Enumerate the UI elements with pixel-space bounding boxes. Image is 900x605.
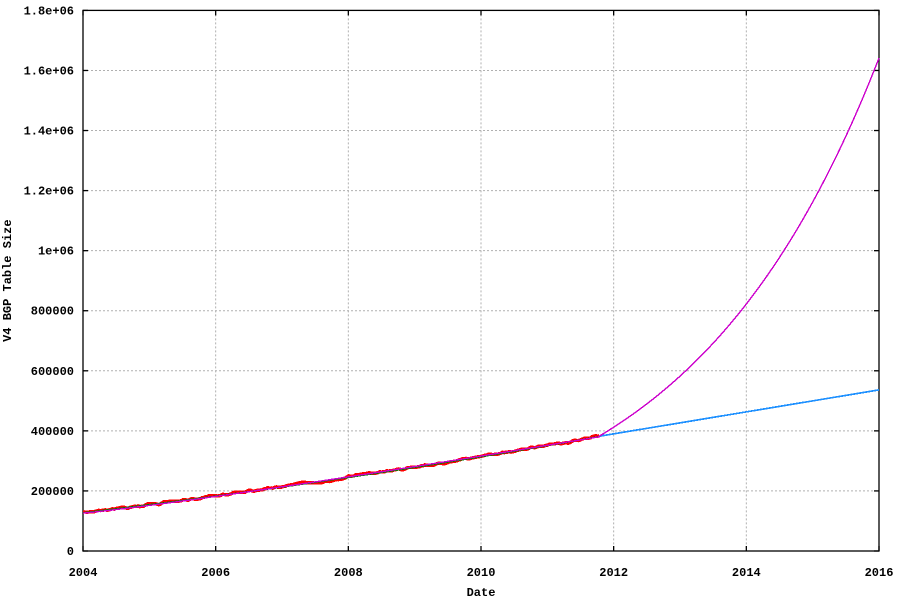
svg-text:2008: 2008 <box>334 566 363 580</box>
svg-text:2006: 2006 <box>201 566 230 580</box>
svg-text:200000: 200000 <box>31 485 74 499</box>
svg-text:2016: 2016 <box>865 566 894 580</box>
svg-text:1.2e+06: 1.2e+06 <box>24 185 74 199</box>
svg-text:2004: 2004 <box>69 566 98 580</box>
svg-text:V4 BGP Table Size: V4 BGP Table Size <box>1 219 15 341</box>
svg-text:Date: Date <box>467 586 496 600</box>
svg-text:800000: 800000 <box>31 305 74 319</box>
svg-text:2010: 2010 <box>467 566 496 580</box>
svg-text:400000: 400000 <box>31 425 74 439</box>
svg-text:1.8e+06: 1.8e+06 <box>24 4 74 18</box>
svg-text:2012: 2012 <box>599 566 628 580</box>
svg-text:2014: 2014 <box>732 566 761 580</box>
svg-text:0: 0 <box>67 545 74 559</box>
svg-text:1e+06: 1e+06 <box>38 245 74 259</box>
svg-text:600000: 600000 <box>31 365 74 379</box>
svg-text:1.6e+06: 1.6e+06 <box>24 64 74 78</box>
svg-text:1.4e+06: 1.4e+06 <box>24 125 74 139</box>
